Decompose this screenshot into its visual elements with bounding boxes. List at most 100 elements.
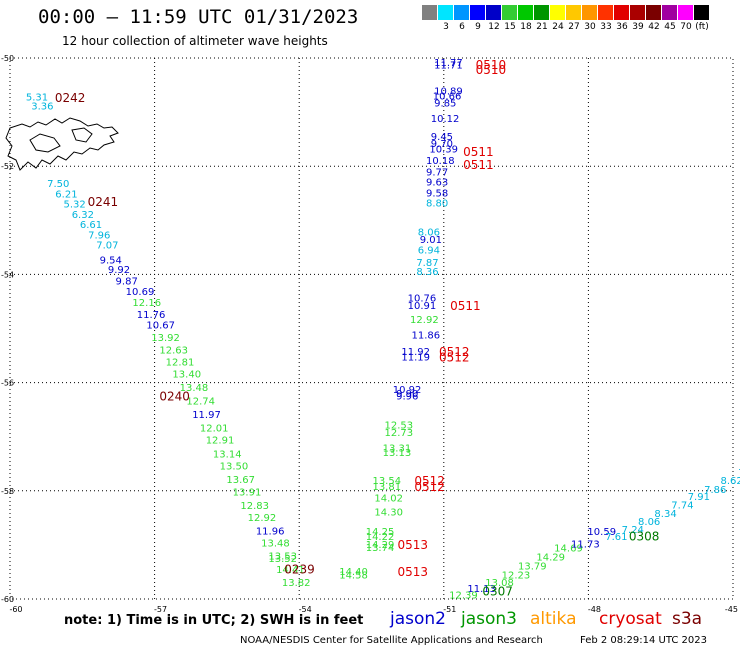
legend-tick-label: 18 [520,22,532,32]
legend-tick-label: 21 [536,22,548,32]
wave-height-value: 12.73 [385,428,414,439]
legend-swatch [518,5,534,20]
credit-date: Feb 2 08:29:14 UTC 2023 [580,635,707,646]
falkland-islands-coastline [5,117,119,171]
legend-ticks: 3 6 9 12 15 18 21 24 27 30 33 36 39 42 45 70 (ft) [422,22,710,32]
wave-height-value: 10.12 [431,114,460,125]
wave-height-value: 14.40 [339,567,368,578]
pass-time-label: 0242 [55,91,86,105]
wave-height-value: 9.87 [116,276,138,287]
wave-height-value: 6.94 [418,246,440,257]
lat-tick-label: -58 [1,487,14,496]
legend-tick-label: 33 [600,22,612,32]
pass-time-label: 0240 [159,390,190,404]
wave-height-value: 6.32 [72,210,94,221]
legend-tick-label: 12 [488,22,500,32]
wave-height-value: 11.77 [434,58,463,69]
wave-height-value: 14.29 [536,552,565,563]
footer-note: note: 1) Time is in UTC; 2) SWH is in fe… [64,613,364,628]
wave-height-value: 14.69 [554,544,583,555]
wave-height-value: 11.86 [412,330,441,341]
lon-tick-label: -60 [9,605,22,614]
wave-height-value: 8.36 [416,267,438,278]
wave-height-value: 12.16 [132,298,161,309]
legend-tick-label: (ft) [695,22,709,32]
wave-height-value: 14.30 [374,507,403,518]
legend-swatch [598,5,614,20]
wave-height-value: 14.02 [374,493,403,504]
wave-height-value: 10.39 [429,144,458,155]
pass-time-label: 0308 [629,530,660,544]
wave-height-value: 11.13 [467,584,496,595]
wave-height-value: 9.63 [426,177,448,188]
pass-time-label: 0239 [284,563,315,577]
wave-height-value: 10.69 [126,287,155,298]
wave-height-value: 10.59 [587,527,616,538]
wave-height-value: 12.63 [159,346,188,357]
wave-height-value: 14.41 [276,565,305,576]
legend-s3a: s3a [672,609,703,629]
pass-time-label: 0510 [476,58,507,72]
legend-jason3: jason3 [461,609,517,629]
legend-altika: altika [530,609,577,629]
wave-height-value: 9.58 [426,189,448,200]
wave-height-value: 13.48 [261,539,290,550]
legend-swatch [534,5,550,20]
wave-height-value: 10.67 [146,321,175,332]
wave-height-value: 13.82 [282,578,311,589]
pass-time-label: 0511 [463,145,494,159]
page-subtitle: 12 hour collection of altimeter wave hei… [62,34,328,48]
wave-height-value: 13.08 [485,578,514,589]
wave-height-value: 13.53 [268,552,297,563]
lon-tick-label: -45 [725,605,738,614]
legend-jason2: jason2 [390,609,446,629]
legend-swatch [550,5,566,20]
wave-height-value: 13.74 [366,543,395,554]
wave-height-value: 13.48 [180,383,209,394]
wave-height-value: 7.61 [605,532,627,543]
wave-height-value: 10.89 [434,86,463,97]
legend-tick-label: 9 [475,22,481,32]
wave-height-value: 11.96 [256,526,285,537]
legend-tick-label: 39 [632,22,644,32]
wave-height-value: 13.79 [518,561,547,572]
legend-swatch [646,5,662,20]
wave-height-value: 10.91 [408,301,437,312]
legend-tick-label: 24 [552,22,564,32]
wave-height-value: 7.96 [88,230,110,241]
wave-height-value: 11.19 [401,353,430,364]
legend-tick-label: 42 [648,22,660,32]
wave-height-value: 12.39 [449,591,478,602]
wave-height-value: 8.80 [426,198,448,209]
page-title: 00:00 – 11:59 UTC 01/31/2023 [38,6,359,28]
credit-text: NOAA/NESDIS Center for Satellite Applica… [240,635,543,646]
legend-tick-label: 30 [584,22,596,32]
wave-height-value: 14.22 [366,532,395,543]
lat-tick-label: -56 [1,379,14,388]
wave-height-value: 13.91 [233,487,262,498]
wave-height-value: 9.70 [431,139,453,150]
legend-swatch [438,5,454,20]
pass-time-label: 0512 [439,345,470,359]
wave-height-value: 5.32 [64,200,86,211]
wave-height-value: 13.40 [172,369,201,380]
wave-height-value: 10.76 [408,294,437,305]
pass-time-label: 0513 [398,538,429,552]
legend-tick-label: 45 [664,22,676,32]
wave-height-value: 11.73 [571,539,600,550]
wave-height-value: 11.92 [401,347,430,358]
pass-time-label: 0307 [482,584,513,598]
wave-height-value: 13.54 [372,476,401,487]
wave-height-value: 8.62 [720,476,740,487]
wave-height-value: 8.34 [654,509,676,520]
wave-height-value: 7.91 [688,492,710,503]
wave-height-value: 12.53 [385,420,414,431]
legend-swatch [582,5,598,20]
wave-height-value: 13.67 [226,475,255,486]
wave-height-value: 6.61 [80,220,102,231]
legend-tick-label: 6 [459,22,465,32]
legend-swatches [422,5,710,20]
legend-swatch [614,5,630,20]
